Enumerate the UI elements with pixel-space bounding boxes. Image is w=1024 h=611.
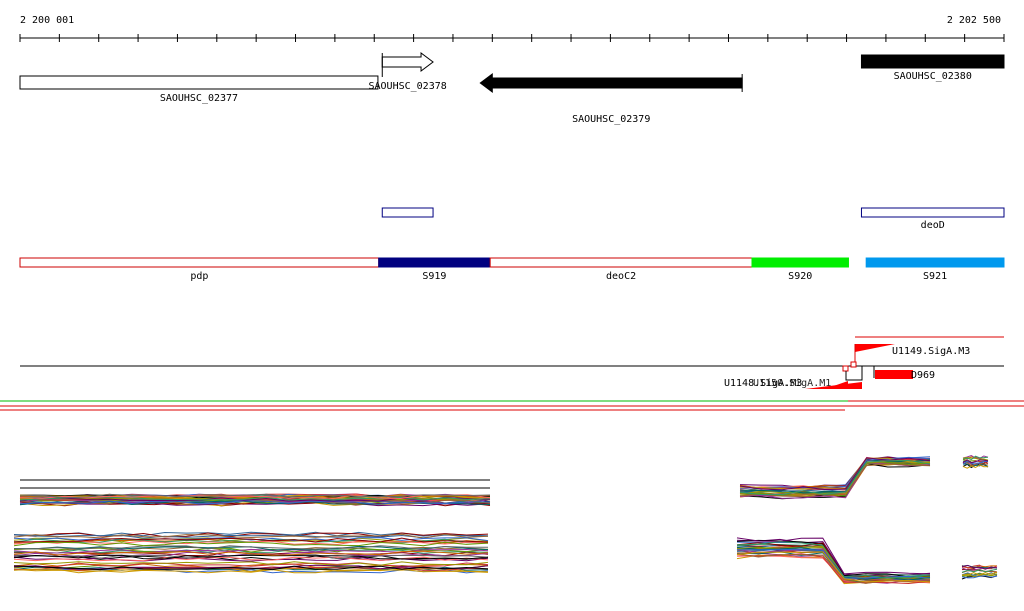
- segment-s919[interactable]: [378, 257, 491, 268]
- gene-saouhsc-02380[interactable]: [860, 54, 1005, 69]
- operon-track: deoD: [381, 207, 1005, 231]
- expression-profile-line: [13, 568, 489, 574]
- gene-label: SAOUHSC_02379: [572, 114, 650, 125]
- expression-profile-line: [13, 537, 489, 543]
- expression-profile-line: [13, 545, 489, 551]
- expression-profile-line: [962, 464, 989, 469]
- expression-profile-line: [961, 575, 998, 579]
- expression-profile-line: [19, 500, 491, 505]
- expression-profile-line: [962, 461, 989, 467]
- expression-profile-line: [13, 565, 489, 571]
- expression-profile-line: [739, 457, 931, 490]
- expression-profile-line: [739, 457, 931, 491]
- feature-connector: [845, 365, 875, 381]
- feature-label-d969: D969: [911, 370, 935, 381]
- expression-profile-line: [13, 541, 489, 547]
- gene-saouhsc-02377[interactable]: [19, 75, 379, 90]
- expression-profile-line: [961, 564, 998, 570]
- gene-label: SAOUHSC_02380: [894, 71, 972, 82]
- expression-profile-line: [13, 540, 489, 546]
- expression-profile-line: [13, 562, 489, 568]
- expression-profile-line: [19, 494, 491, 500]
- expression-profile-line: [739, 456, 931, 489]
- operon-label: deoD: [921, 220, 945, 231]
- expression-profile-line: [961, 568, 998, 573]
- expression-profile-line: [736, 551, 931, 583]
- expression-profile-line: [961, 564, 998, 570]
- expression-profile-line: [13, 533, 489, 539]
- segment-label: pdp: [190, 271, 208, 282]
- coverage-lines: [0, 400, 1024, 411]
- promoter-u1149-flag[interactable]: [855, 344, 895, 352]
- segment-label: S921: [923, 271, 947, 282]
- segment-label: S920: [788, 271, 812, 282]
- feature-track: U1149.SigA.M3 D969 U1148.SigA.M3 U1150.S…: [20, 336, 1004, 389]
- segment-pdp[interactable]: [19, 257, 380, 268]
- expression-profile-line: [962, 455, 989, 461]
- expression-profile-line: [736, 548, 931, 579]
- expression-profile-line: [962, 460, 988, 465]
- expression-profile-line: [19, 493, 491, 499]
- feature-marker: [850, 361, 857, 368]
- gene-track: SAOUHSC_02377 SAOUHSC_02378 SAOUHSC_02379 S…: [19, 52, 1005, 125]
- segment-label: deoC2: [606, 271, 636, 282]
- expression-profile-line: [736, 541, 931, 579]
- expression-profile-line: [13, 561, 489, 566]
- gene-saouhsc-02378[interactable]: [381, 52, 434, 72]
- expression-profile-line: [961, 565, 997, 569]
- expression-profile-line: [19, 496, 491, 502]
- ruler-end-label: 2 202 500: [947, 15, 1001, 26]
- promoter-u1150-flag[interactable]: [825, 381, 848, 389]
- segment-label: S919: [422, 271, 446, 282]
- ruler-ticks: [19, 34, 1005, 42]
- expression-profile-line: [739, 459, 931, 494]
- expression-profile-line: [962, 571, 998, 576]
- feature-label-u1149: U1149.SigA.M3: [892, 346, 970, 357]
- ruler-start-label: 2 200 001: [20, 15, 74, 26]
- expression-profile-line: [962, 463, 989, 468]
- expression-profile-line: [13, 556, 489, 562]
- expression-profile-line: [739, 462, 931, 497]
- expression-profile-line: [13, 554, 489, 560]
- expression-profile-line: [13, 550, 489, 556]
- feature-marker: [842, 365, 849, 372]
- segment-s921[interactable]: [865, 257, 1005, 268]
- segment-deoc2[interactable]: [489, 257, 753, 268]
- gene-label: SAOUHSC_02378: [369, 81, 447, 92]
- expression-profile-line: [19, 501, 491, 507]
- expression-profile-line: [13, 554, 489, 560]
- expression-profile-line: [739, 459, 931, 495]
- gene-label: SAOUHSC_02377: [160, 93, 238, 104]
- gene-saouhsc-02379[interactable]: [479, 73, 743, 93]
- terminator-d969[interactable]: [875, 370, 913, 379]
- expression-profile-line: [961, 572, 998, 577]
- operon-box[interactable]: [381, 207, 434, 218]
- expression-profile-line: [736, 537, 931, 575]
- expression-profile-line: [13, 534, 489, 539]
- segment-s920[interactable]: [751, 257, 849, 268]
- operon-box[interactable]: [860, 207, 1005, 218]
- expression-profile-line: [962, 456, 989, 461]
- expression-profiles: [13, 454, 998, 585]
- expression-profile-line: [962, 459, 989, 464]
- segment-track: pdp S919 deoC2 S920 S921: [19, 257, 1005, 282]
- feature-label-u1150: U1150.SigA.M1: [753, 378, 831, 389]
- position-ruler: 2 200 001 2 202 500: [19, 15, 1005, 42]
- feature-label-u1148: U1148.SigA.M3: [724, 378, 802, 389]
